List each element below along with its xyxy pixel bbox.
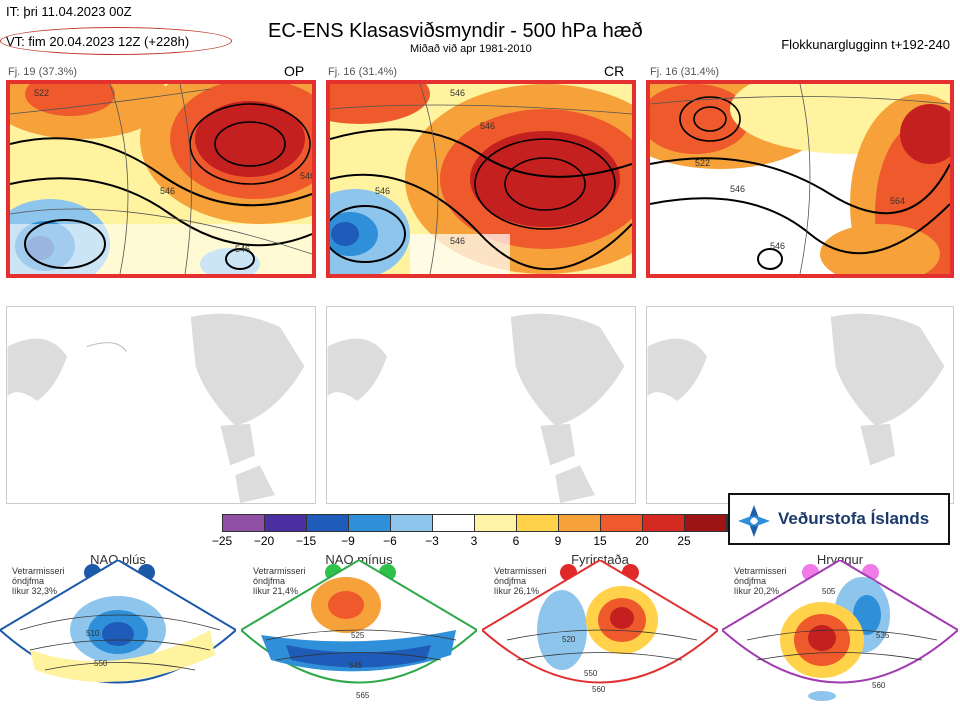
- empty-map-3: [646, 306, 954, 504]
- regime-map: 505 535 560: [722, 560, 958, 701]
- contour-label: 546: [375, 186, 390, 196]
- page-subtitle: Miðað við apr 1981-2010: [410, 43, 532, 55]
- contour-label: 546: [480, 121, 495, 131]
- colorbar-segment: [265, 515, 307, 531]
- contour-label: 546: [730, 184, 745, 194]
- cluster-map-2: 546 546 546 546: [326, 80, 636, 278]
- cluster-3-fraction: Fj. 16 (31.4%): [650, 66, 720, 78]
- regime-contour-label: 560: [592, 685, 606, 694]
- anomaly-field-1: 522 546 546 546: [10, 84, 312, 274]
- cluster-map-3: 522 546 546 564: [646, 80, 954, 278]
- cluster-map-1: 522 546 546 546: [6, 80, 316, 278]
- contour-label: 546: [450, 88, 465, 98]
- contour-label: 522: [695, 158, 710, 168]
- colorbar-segment: [307, 515, 349, 531]
- colorbar-segment: [685, 515, 727, 531]
- colorbar-tick: −20: [253, 534, 275, 548]
- cluster-1-fraction: Fj. 19 (37.3%): [8, 66, 78, 78]
- cluster-1-tag: OP: [284, 63, 305, 79]
- vedurstofa-logo-icon: [738, 505, 770, 537]
- colorbar-segment: [475, 515, 517, 531]
- colorbar-tick: 9: [554, 534, 562, 548]
- colorbar-segment: [391, 515, 433, 531]
- anomaly-field-2: 546 546 546 546: [330, 84, 632, 274]
- classification-window: Flokkunarglugginn t+192-240: [781, 37, 950, 52]
- colorbar-tick: 3: [470, 534, 478, 548]
- colorbar-tick: 20: [635, 534, 649, 548]
- regime-meta: Vetrarmisseri óndjfma líkur 32,3%: [12, 566, 65, 596]
- anomaly-field-3: 522 546 546 564: [650, 84, 950, 274]
- regime-contour-label: 560: [872, 681, 886, 690]
- regime-contour-label: 535: [876, 631, 890, 640]
- colorbar-tick: −25: [211, 534, 233, 548]
- colorbar-segment: [433, 515, 475, 531]
- vedurstofa-logo: Veðurstofa Íslands: [728, 493, 950, 545]
- coastline-map-3: [647, 313, 945, 466]
- regime-meta: Vetrarmisseri óndjfma líkur 21,4%: [253, 566, 306, 596]
- colorbar-tick: −15: [295, 534, 317, 548]
- regime-meta: Vetrarmisseri óndjfma líkur 26,1%: [494, 566, 547, 596]
- contour-label: 564: [890, 196, 905, 206]
- colorbar-segment: [517, 515, 559, 531]
- colorbar-segment: [223, 515, 265, 531]
- contour-label: 546: [300, 171, 312, 181]
- regime-map: 510 550: [0, 560, 236, 684]
- colorbar-segment: [559, 515, 601, 531]
- regime-contour-label: 525: [351, 631, 365, 640]
- empty-map-2: [326, 306, 636, 504]
- contour-label: 546: [235, 244, 250, 254]
- regime-contour-label: 520: [562, 635, 576, 644]
- contour-label: 546: [450, 236, 465, 246]
- regime-map: 525 545 565: [241, 560, 477, 700]
- colorbar-tick: −9: [341, 534, 355, 548]
- colorbar-segment: [349, 515, 391, 531]
- page-title: EC-ENS Klasasviðsmyndir - 500 hPa hæð: [268, 20, 643, 42]
- regime-contour-label: 550: [94, 659, 108, 668]
- colorbar-segment: [601, 515, 643, 531]
- coastline-map-2: [327, 313, 625, 503]
- colorbar-tick: 15: [593, 534, 607, 548]
- regime-map: 520 550 560: [482, 560, 718, 694]
- contour-label: 522: [34, 88, 49, 98]
- contour-label: 546: [160, 186, 175, 196]
- empty-map-1: [6, 306, 316, 504]
- regime-meta: Vetrarmisseri óndjfma líkur 20,2%: [734, 566, 787, 596]
- cluster-2-tag: CR: [604, 63, 625, 79]
- contour-label: 546: [770, 241, 785, 251]
- colorbar-tick: −6: [383, 534, 397, 548]
- initial-time: IT: þri 11.04.2023 00Z: [6, 4, 132, 19]
- logo-text: Veðurstofa Íslands: [778, 509, 930, 528]
- anomaly-colorbar: [222, 514, 728, 532]
- colorbar-tick: −3: [425, 534, 439, 548]
- regime-contour-label: 510: [86, 629, 100, 638]
- valid-time-highlight: [0, 27, 232, 55]
- colorbar-tick: 6: [512, 534, 520, 548]
- regime-contour-label: 550: [584, 669, 598, 678]
- colorbar-segment: [643, 515, 685, 531]
- coastline-map-1: [7, 313, 305, 503]
- cluster-2-fraction: Fj. 16 (31.4%): [328, 66, 398, 78]
- regime-contour-label: 505: [822, 587, 836, 596]
- colorbar-tick: 25: [677, 534, 691, 548]
- regime-contour-label: 545: [349, 661, 363, 670]
- regime-contour-label: 565: [356, 691, 370, 700]
